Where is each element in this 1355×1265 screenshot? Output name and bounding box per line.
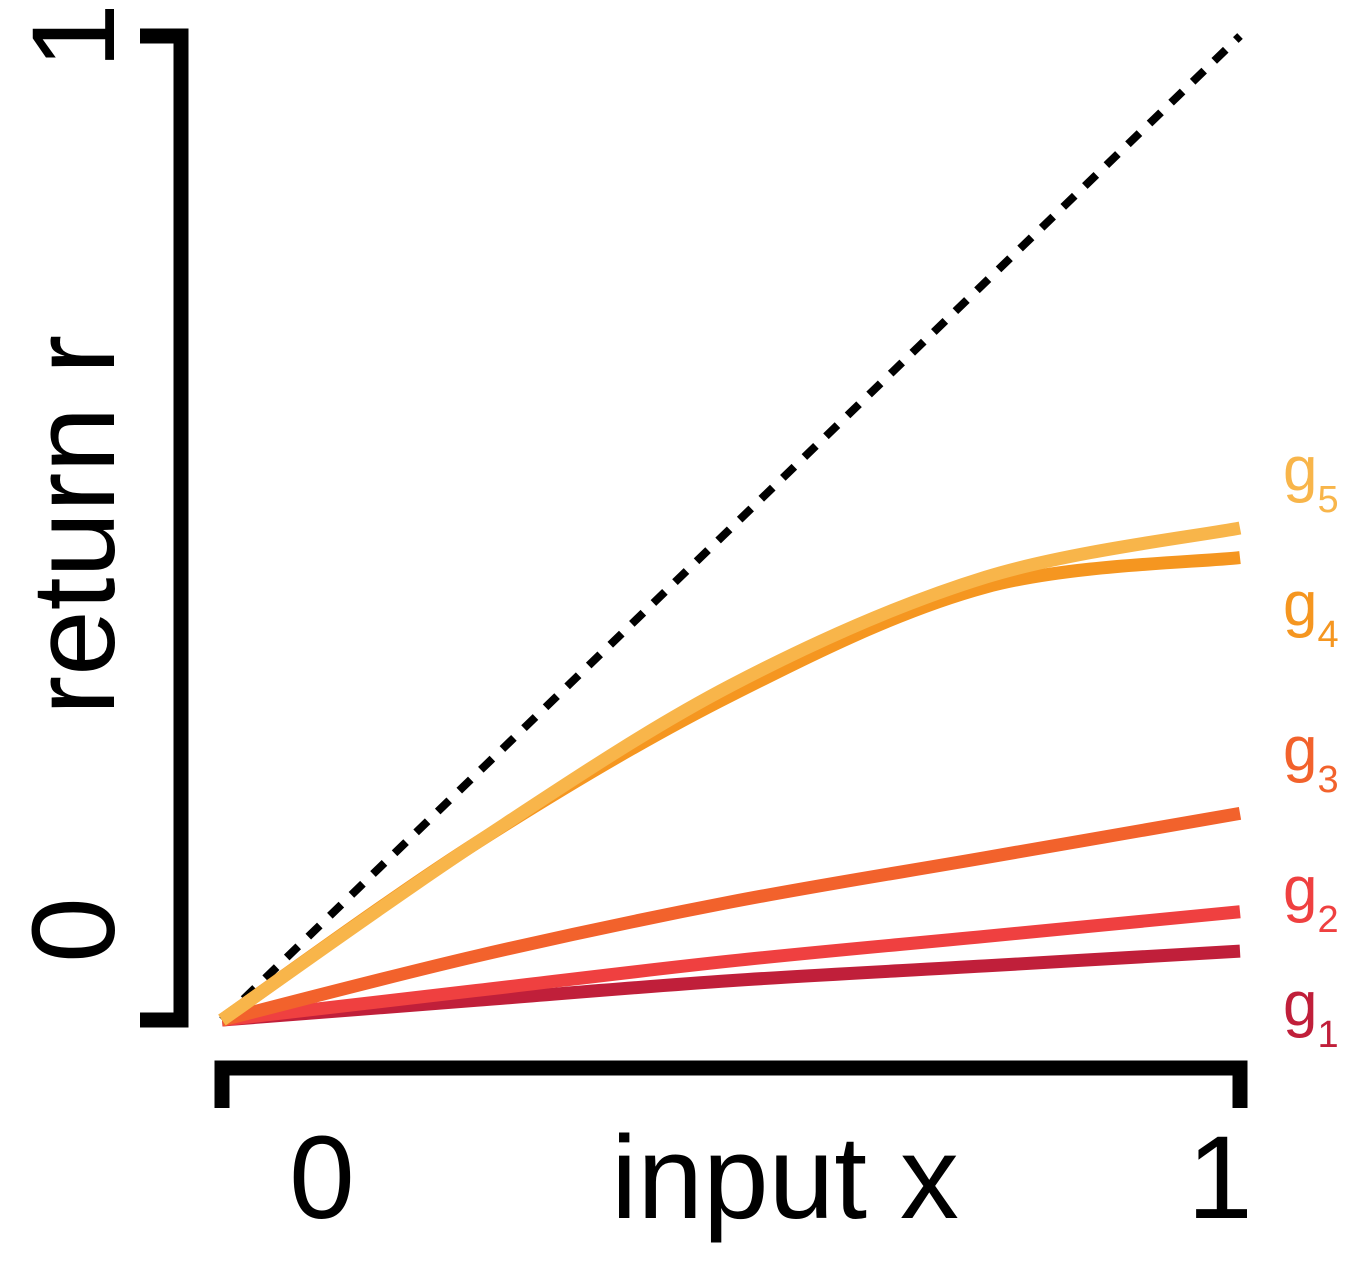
x-axis: 0 1 input x [214, 1060, 1253, 1244]
series-label-g1: g1 [1283, 970, 1339, 1056]
series-label-name: g [1283, 715, 1317, 784]
series-label-name: g [1283, 970, 1317, 1039]
y-tick-label: 0 [8, 897, 140, 963]
y-axis-line [140, 28, 189, 1028]
x-tick-label: 0 [289, 1112, 355, 1244]
series-label-subscript: 5 [1317, 479, 1338, 521]
x-axis-title: input x [611, 1112, 959, 1244]
x-tick-label: 1 [1187, 1112, 1253, 1244]
series-label-name: g [1283, 855, 1317, 924]
series-label-subscript: 1 [1317, 1014, 1338, 1056]
series-line-g2 [221, 905, 1241, 1027]
series-line-g5 [218, 521, 1242, 1026]
series-label-subscript: 3 [1317, 759, 1338, 801]
series-label-g2: g2 [1283, 855, 1339, 941]
series-label-g5: g5 [1283, 435, 1339, 521]
identity-reference-line [219, 33, 1243, 1023]
series-line-g4 [218, 551, 1241, 1026]
y-axis-title: return r [8, 335, 140, 715]
plot-area [218, 33, 1243, 1027]
y-axis: 1 0 return r [8, 3, 189, 1028]
y-tick-label: 1 [8, 3, 140, 69]
series-label-name: g [1283, 570, 1317, 639]
series-label-g4: g4 [1283, 570, 1339, 656]
series-label-subscript: 4 [1317, 614, 1338, 656]
series-label-name: g [1283, 435, 1317, 504]
series-line-g3 [220, 806, 1242, 1027]
series-label-subscript: 2 [1317, 899, 1338, 941]
x-axis-line [214, 1060, 1248, 1108]
series-label-g3: g3 [1283, 715, 1339, 801]
